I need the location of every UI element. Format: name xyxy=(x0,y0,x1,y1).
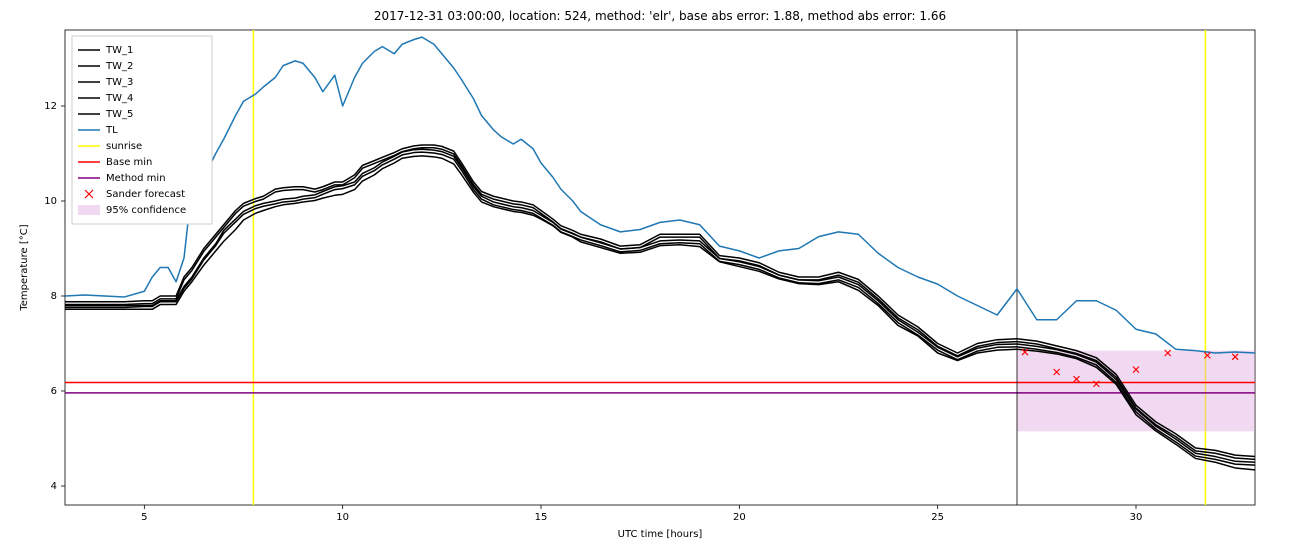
legend: TW_1 TW_2 TW_3 TW_4 TW_5 TL sunrise Base min Met… xyxy=(72,36,212,224)
legend-label-4: TW_5 xyxy=(105,109,133,120)
legend-label-0: TW_1 xyxy=(105,45,133,56)
confidence-band xyxy=(1017,351,1255,432)
chart-container: 5 10 15 20 25 30 4 6 8 10 12 UTC time [hours] Temper… xyxy=(0,0,1310,547)
plot-area xyxy=(65,30,1255,505)
legend-label-6: sunrise xyxy=(106,141,142,152)
legend-label-1: TW_2 xyxy=(105,61,133,72)
legend-label-3: TW_4 xyxy=(105,93,133,104)
legend-label-7: Base min xyxy=(106,157,152,168)
legend-label-2: TW_3 xyxy=(105,77,133,88)
xtick-label-0: 5 xyxy=(141,512,147,523)
ytick-label-3: 10 xyxy=(44,196,57,207)
xtick-label-1: 10 xyxy=(336,512,349,523)
xtick-label-3: 20 xyxy=(733,512,746,523)
legend-label-5: TL xyxy=(105,125,118,136)
series-tl xyxy=(65,37,1255,353)
ytick-label-2: 8 xyxy=(51,291,57,302)
ytick-label-0: 4 xyxy=(51,481,57,492)
legend-swatch-10 xyxy=(78,205,100,215)
ytick-label-1: 6 xyxy=(51,386,57,397)
chart-title: 2017-12-31 03:00:00, location: 524, meth… xyxy=(374,9,946,23)
legend-label-9: Sander forecast xyxy=(106,189,185,200)
y-axis-label: Temperature [°C] xyxy=(19,224,30,311)
x-axis-label: UTC time [hours] xyxy=(618,529,703,540)
xtick-label-2: 15 xyxy=(535,512,548,523)
xtick-label-4: 25 xyxy=(931,512,944,523)
legend-label-10: 95% confidence xyxy=(106,205,186,216)
ytick-label-4: 12 xyxy=(44,101,57,112)
legend-entry-10: 95% confidence xyxy=(78,205,186,216)
xtick-label-5: 30 xyxy=(1130,512,1143,523)
chart-svg: 5 10 15 20 25 30 4 6 8 10 12 UTC time [hours] Temper… xyxy=(0,0,1310,547)
legend-label-8: Method min xyxy=(106,173,166,184)
